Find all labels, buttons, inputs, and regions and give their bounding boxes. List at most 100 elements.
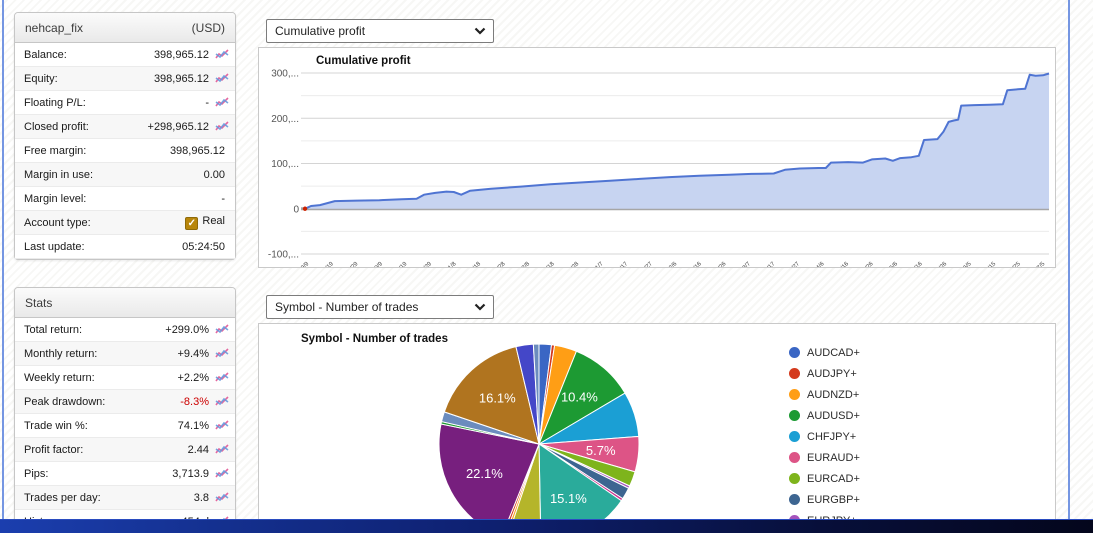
svg-text:5/26: 5/26 [936, 261, 949, 267]
legend-item-eurcad: EURCAD+ [789, 468, 860, 489]
row-value: +298,965.12 [147, 120, 209, 133]
svg-text:12/8: 12/8 [519, 261, 532, 267]
stats-row: Profit factor: 2.44 [15, 438, 235, 462]
svg-text:-100,...: -100,... [268, 250, 299, 261]
svg-text:3/7: 3/7 [742, 261, 753, 267]
stats-row: Peak drawdown: -8.3% [15, 390, 235, 414]
legend-item-audnzd: AUDNZD+ [789, 384, 860, 405]
sparkline-chart-icon[interactable] [213, 372, 229, 383]
row-label: Peak drawdown: [24, 395, 106, 408]
left-border-line [2, 0, 4, 519]
svg-text:11/28: 11/28 [492, 261, 507, 267]
stats-row: Trade win %: 74.1% [15, 414, 235, 438]
stats-title: Stats [25, 295, 53, 310]
chevron-down-icon [474, 27, 486, 35]
legend-item-eurgbp: EURGBP+ [789, 489, 860, 510]
legend-label: EURGBP+ [807, 493, 860, 506]
symbol-trades-card: Symbol - Number of trades 10.4% 5.7% 15.1%… [258, 323, 1056, 533]
legend-color-dot [789, 473, 800, 484]
svg-text:100,...: 100,... [271, 159, 299, 170]
pie-legend: AUDCAD+ AUDJPY+ AUDNZD+ AUDUSD+ CHFJPY+ EURAU… [789, 342, 860, 531]
row-value: 398,965.12 [153, 72, 209, 85]
sparkline-chart-icon[interactable] [213, 492, 229, 503]
sparkline-chart-icon[interactable] [213, 73, 229, 84]
svg-text:2/6: 2/6 [668, 261, 679, 267]
legend-label: AUDJPY+ [807, 367, 857, 380]
legend-label: EURCAD+ [807, 472, 860, 485]
svg-text:12/28: 12/28 [565, 261, 580, 267]
stats-row: Weekly return: +2.2% [15, 366, 235, 390]
account-row: Last update: 05:24:50 [15, 235, 235, 259]
row-value: 74.1% [177, 419, 209, 432]
row-value: - [221, 192, 225, 205]
sparkline-chart-icon[interactable] [213, 468, 229, 479]
symbol-metric-select-value: Symbol - Number of trades [275, 300, 419, 314]
stats-row: Monthly return: +9.4% [15, 342, 235, 366]
row-value: 05:24:50 [182, 240, 225, 253]
svg-text:200,...: 200,... [271, 114, 299, 125]
sparkline-chart-icon[interactable] [213, 49, 229, 60]
legend-label: AUDUSD+ [807, 409, 860, 422]
row-label: Trades per day: [24, 491, 101, 504]
svg-text:9/19: 9/19 [322, 261, 335, 267]
svg-text:4/16: 4/16 [838, 261, 851, 267]
row-label: Balance: [24, 48, 67, 61]
real-account-checkbox[interactable]: ✓ [185, 217, 199, 230]
row-label: Equity: [24, 72, 58, 85]
svg-text:300,...: 300,... [271, 69, 299, 80]
account-name: nehcap_fix [25, 20, 84, 35]
legend-item-audcad: AUDCAD+ [789, 342, 860, 363]
account-row: Margin in use: 0.00 [15, 163, 235, 187]
legend-item-chfjpy: CHFJPY+ [789, 426, 860, 447]
profit-metric-select-value: Cumulative profit [275, 24, 366, 38]
svg-text:6/5: 6/5 [963, 261, 974, 267]
stats-row: Trades per day: 3.8 [15, 486, 235, 510]
sparkline-chart-icon[interactable] [213, 444, 229, 455]
svg-text:6/15: 6/15 [985, 261, 998, 267]
svg-text:3/27: 3/27 [789, 261, 802, 267]
legend-color-dot [789, 452, 800, 463]
legend-item-euraud: EURAUD+ [789, 447, 860, 468]
svg-text:0: 0 [293, 204, 299, 215]
svg-text:3/17: 3/17 [764, 261, 777, 267]
sparkline-chart-icon[interactable] [213, 97, 229, 108]
symbol-metric-select[interactable]: Symbol - Number of trades [266, 295, 494, 319]
row-value: +299.0% [165, 323, 209, 336]
account-currency: (USD) [191, 20, 225, 35]
row-label: Profit factor: [24, 443, 84, 456]
pie-slice[interactable] [532, 343, 540, 445]
pie-slice[interactable] [443, 346, 540, 445]
row-value: 398,965.12 [153, 48, 209, 61]
account-row: Equity: 398,965.12 [15, 67, 235, 91]
svg-text:4/26: 4/26 [862, 261, 875, 267]
account-row: Balance: 398,965.12 [15, 43, 235, 67]
account-row: Closed profit: +298,965.12 [15, 115, 235, 139]
sparkline-chart-icon[interactable] [213, 396, 229, 407]
row-label: Pips: [24, 467, 49, 480]
profit-metric-select[interactable]: Cumulative profit [266, 19, 494, 43]
sparkline-chart-icon[interactable] [213, 348, 229, 359]
legend-item-audusd: AUDUSD+ [789, 405, 860, 426]
svg-text:4/6: 4/6 [815, 261, 826, 267]
cumulative-profit-card: Cumulative profit 0 100,... 200,... 300,...… [258, 47, 1056, 268]
row-label: Last update: [24, 240, 85, 253]
row-value: - [205, 96, 209, 109]
sparkline-chart-icon[interactable] [213, 324, 229, 335]
symbol-trades-pie-chart: 10.4% 5.7% 15.1% 22.1% 16.1% [438, 343, 640, 533]
cumulative-profit-chart: 0 100,... 200,... 300,... -100,...9/9 9/19 9/2… [268, 69, 1050, 267]
stats-row: Total return: +299.0% [15, 318, 235, 342]
row-value: 0.00 [203, 168, 225, 181]
pie-percentage-label: 15.1% [550, 491, 587, 506]
account-row: Margin level: - [15, 187, 235, 211]
legend-color-dot [789, 347, 800, 358]
row-label: Free margin: [24, 144, 87, 157]
legend-color-dot [789, 410, 800, 421]
sparkline-chart-icon[interactable] [213, 121, 229, 132]
sparkline-chart-icon[interactable] [213, 420, 229, 431]
pie-chart-title: Symbol - Number of trades [301, 333, 448, 345]
stats-rows: Total return: +299.0% Monthly return: +9.4%… [15, 318, 235, 533]
pie-percentage-label: 5.7% [586, 443, 616, 458]
legend-label: CHFJPY+ [807, 430, 857, 443]
row-label: Floating P/L: [24, 96, 86, 109]
row-value: 398,965.12 [169, 144, 225, 157]
